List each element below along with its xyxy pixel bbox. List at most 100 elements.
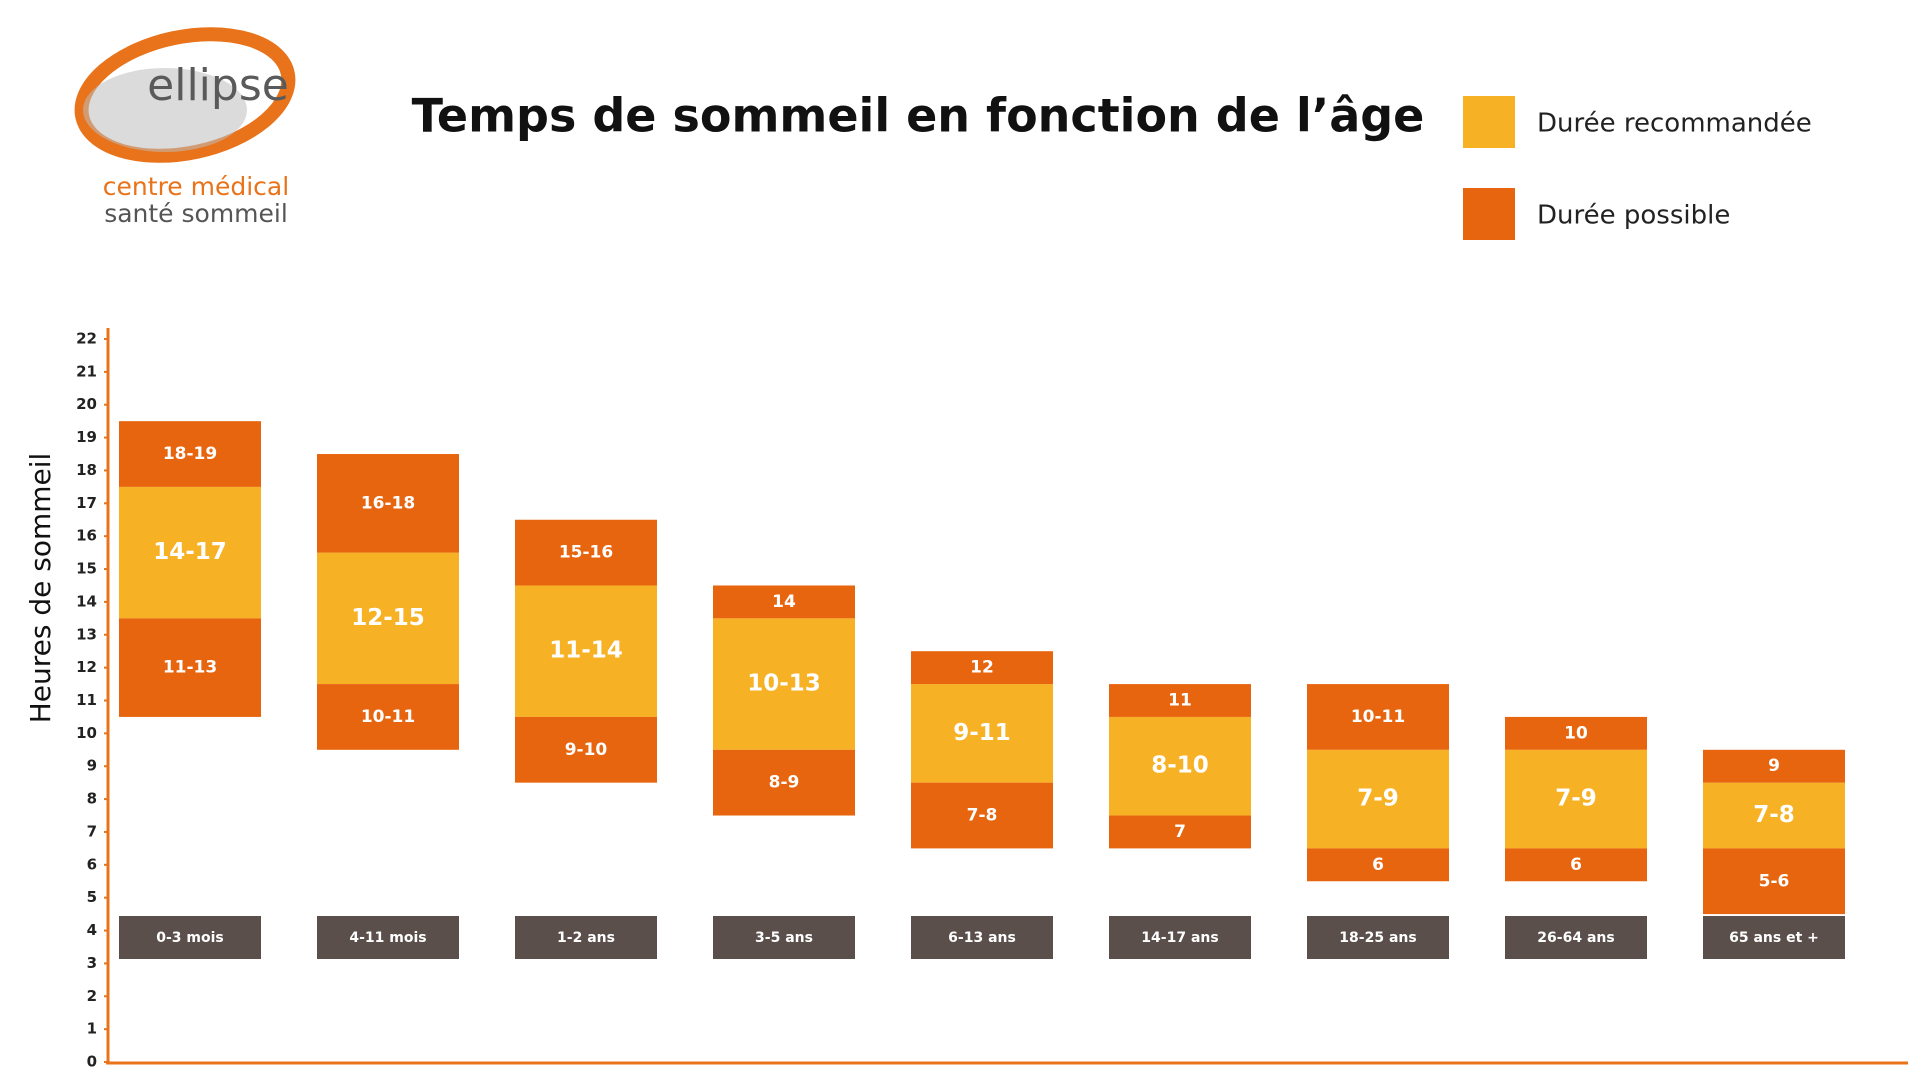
bar-segment bbox=[317, 684, 459, 750]
logo-name: ellipse bbox=[147, 60, 289, 111]
y-tick-label: 10 bbox=[76, 724, 97, 742]
category-box bbox=[317, 916, 459, 959]
segment-label: 6 bbox=[1372, 855, 1384, 875]
segment-label: 10 bbox=[1564, 723, 1588, 743]
bar-segment bbox=[1505, 716, 1647, 750]
bar-segment bbox=[317, 454, 459, 553]
segment-label: 11-13 bbox=[163, 658, 217, 678]
logo-shadow bbox=[83, 68, 247, 152]
legend-swatch bbox=[1463, 188, 1515, 240]
category-box bbox=[1703, 916, 1845, 959]
bar-segment bbox=[119, 486, 261, 619]
bar-segment bbox=[1703, 749, 1845, 783]
segment-label: 14 bbox=[772, 592, 796, 612]
y-tick-label: 12 bbox=[76, 658, 97, 676]
y-tick-label: 7 bbox=[87, 822, 97, 840]
bar-segment bbox=[515, 716, 657, 783]
y-tick-label: 17 bbox=[76, 494, 97, 512]
bar-segment bbox=[713, 618, 855, 750]
bar-segment bbox=[713, 585, 855, 619]
segment-label: 9-10 bbox=[565, 740, 608, 760]
segment-label: 12-15 bbox=[351, 605, 425, 631]
y-tick-label: 21 bbox=[76, 362, 97, 380]
bar-segment bbox=[119, 618, 261, 717]
x-tick-label: 26-64 ans bbox=[1537, 930, 1614, 946]
segment-label: 7-8 bbox=[967, 806, 998, 826]
bar-segment bbox=[1703, 782, 1845, 849]
logo-swoosh bbox=[74, 27, 296, 163]
y-tick-label: 6 bbox=[87, 855, 97, 873]
category-box bbox=[1505, 916, 1647, 959]
bar-segment bbox=[1703, 848, 1845, 915]
category-box bbox=[515, 916, 657, 959]
legend-label: Durée possible bbox=[1537, 201, 1730, 231]
x-tick-label: 14-17 ans bbox=[1141, 930, 1218, 946]
bar-segment bbox=[911, 782, 1053, 849]
segment-label: 8-10 bbox=[1151, 753, 1209, 779]
segment-label: 15-16 bbox=[559, 543, 613, 563]
y-tick-label: 22 bbox=[76, 330, 97, 348]
x-tick-label: 6-13 ans bbox=[948, 930, 1016, 946]
x-tick-label: 18-25 ans bbox=[1339, 930, 1416, 946]
bar-segment bbox=[1307, 848, 1449, 882]
segment-label: 16-18 bbox=[361, 493, 415, 513]
segment-label: 10-11 bbox=[1351, 707, 1405, 727]
category-box bbox=[713, 916, 855, 959]
category-box bbox=[911, 916, 1053, 959]
y-tick-label: 0 bbox=[87, 1053, 97, 1071]
category-box bbox=[1307, 916, 1449, 959]
x-tick-label: 4-11 mois bbox=[349, 930, 426, 946]
category-box bbox=[1109, 916, 1251, 959]
segment-label: 7-9 bbox=[1555, 786, 1597, 812]
y-tick-label: 11 bbox=[76, 691, 97, 709]
segment-label: 12 bbox=[970, 658, 994, 678]
bar-segment bbox=[911, 684, 1053, 783]
bar-segment bbox=[119, 421, 261, 487]
y-tick-label: 8 bbox=[87, 790, 97, 808]
segment-label: 7 bbox=[1174, 822, 1186, 842]
segment-label: 14-17 bbox=[153, 539, 227, 565]
segment-label: 9 bbox=[1768, 756, 1780, 776]
y-tick-label: 14 bbox=[76, 592, 97, 610]
logo: ellipse centre médical santé sommeil bbox=[74, 27, 296, 228]
segment-label: 7-9 bbox=[1357, 786, 1399, 812]
y-tick-label: 9 bbox=[87, 757, 97, 775]
y-tick-label: 4 bbox=[87, 921, 97, 939]
bar-segment bbox=[515, 585, 657, 717]
y-tick-label: 5 bbox=[87, 888, 97, 906]
legend-swatch bbox=[1463, 96, 1515, 148]
segment-label: 11-14 bbox=[549, 638, 623, 664]
segment-label: 10-11 bbox=[361, 707, 415, 727]
bar-segment bbox=[911, 651, 1053, 685]
y-tick-label: 18 bbox=[76, 461, 97, 479]
category-box bbox=[119, 916, 261, 959]
y-tick-label: 3 bbox=[87, 954, 97, 972]
chart-title: Temps de sommeil en fonction de l’âge bbox=[412, 89, 1425, 143]
segment-label: 10-13 bbox=[747, 671, 821, 697]
y-tick-label: 1 bbox=[87, 1020, 97, 1038]
bar-segment bbox=[1505, 848, 1647, 882]
bar-segment bbox=[1109, 815, 1251, 849]
segment-label: 9-11 bbox=[953, 720, 1011, 746]
segment-label: 6 bbox=[1570, 855, 1582, 875]
segment-label: 11 bbox=[1168, 691, 1192, 711]
bar-segment bbox=[1109, 716, 1251, 816]
bar-segment bbox=[1505, 749, 1647, 849]
x-tick-label: 0-3 mois bbox=[156, 930, 224, 946]
bar-segment bbox=[515, 519, 657, 586]
bar-segment bbox=[1307, 749, 1449, 849]
bar-segment bbox=[1109, 684, 1251, 717]
x-tick-label: 1-2 ans bbox=[557, 930, 615, 946]
segment-label: 18-19 bbox=[163, 444, 217, 464]
y-axis-label: Heures de sommeil bbox=[24, 453, 57, 724]
segment-label: 8-9 bbox=[769, 773, 800, 793]
y-tick-label: 16 bbox=[76, 527, 97, 545]
y-tick-label: 19 bbox=[76, 428, 97, 446]
bar-segment bbox=[317, 552, 459, 685]
y-tick-label: 2 bbox=[87, 987, 97, 1005]
legend-label: Durée recommandée bbox=[1537, 109, 1812, 139]
segment-label: 7-8 bbox=[1753, 802, 1795, 828]
x-tick-label: 65 ans et + bbox=[1729, 930, 1819, 946]
